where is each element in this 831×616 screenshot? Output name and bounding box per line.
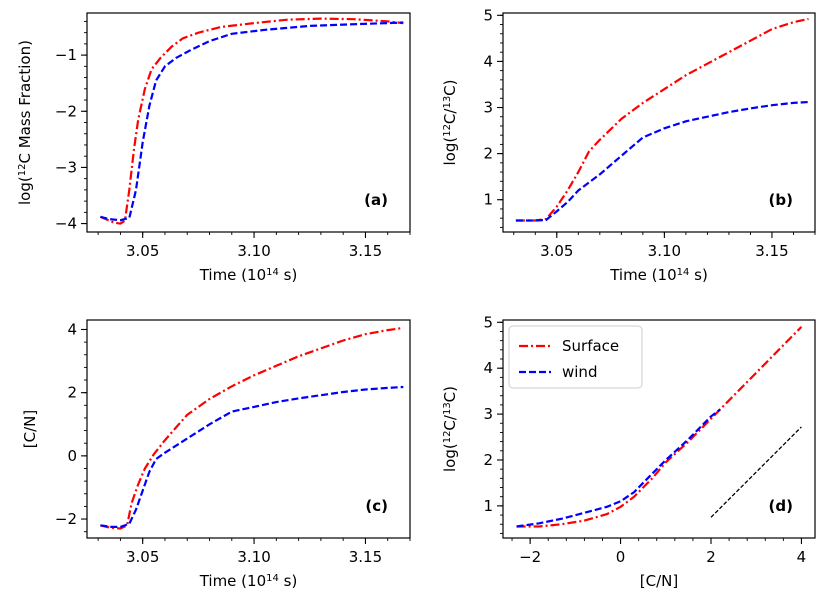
series-line-reference-d	[710, 426, 802, 518]
legend: Surface wind	[508, 325, 643, 389]
y-tick-label-a: −4	[55, 215, 77, 233]
panel-d: −2 0 2 4 1 2 3 4 5 [C/N] log(12C/13C) (d) Surface win…	[441, 313, 816, 590]
series-line-wind-a	[100, 21, 404, 222]
panel-tag-c: (c)	[365, 497, 388, 515]
y-tick-label-a: −2	[55, 102, 77, 120]
y-axis-title-b: log(12C/13C)	[441, 79, 459, 165]
x-tick-label-d: −2	[519, 548, 541, 566]
y-tick-label-b: 1	[483, 191, 493, 209]
y-tick-label-c: 0	[67, 447, 77, 465]
y-tick-label-b: 2	[483, 145, 493, 163]
y-axis-title-d: log(12C/13C)	[441, 386, 459, 472]
series-line-wind-d	[516, 408, 721, 528]
y-tick-label-a: −1	[55, 46, 77, 64]
y-tick-label-b: 5	[483, 6, 493, 24]
axes-frame-b	[502, 12, 816, 233]
x-tick-label-c: 3.15	[349, 548, 382, 566]
y-tick-label-c: −2	[55, 510, 77, 528]
axes-frame-d	[502, 319, 816, 539]
axes-frame-a	[86, 12, 411, 233]
y-tick-label-c: 4	[67, 320, 77, 338]
y-tick-label-b: 4	[483, 52, 493, 70]
series-line-surface-c	[100, 326, 404, 530]
panel-c: 3.05 3.10 3.15 −2 0 2 4 Time (1014 s) [C/N] (c)	[21, 319, 411, 590]
x-tick-label-a: 3.05	[126, 242, 159, 260]
panel-b: 3.05 3.10 3.15 1 2 3 4 5 Time (1014 s) log(12C/13…	[441, 6, 816, 284]
y-tick-label-d: 2	[483, 451, 493, 469]
y-tick-label-d: 1	[483, 497, 493, 515]
y-axis-title-c: [C/N]	[21, 410, 39, 448]
y-tick-label-a: −3	[55, 158, 77, 176]
y-tick-label-d: 4	[483, 359, 493, 377]
y-axis-title-a: log(12C Mass Fraction)	[16, 40, 34, 205]
x-axis-title-c: Time (1014 s)	[199, 572, 298, 590]
x-tick-label-b: 3.15	[755, 242, 788, 260]
y-tick-label-c: 2	[67, 384, 77, 402]
x-axis-title-a: Time (1014 s)	[199, 266, 298, 284]
panel-a: 3.05 3.10 3.15 −4 −3 −2 −1 Time (1014 s) log(12C…	[16, 12, 411, 284]
axes-frame-c	[86, 319, 411, 539]
x-tick-label-d: 2	[706, 548, 716, 566]
x-tick-label-a: 3.10	[237, 242, 270, 260]
panel-tag-b: (b)	[769, 191, 793, 209]
x-tick-label-a: 3.15	[349, 242, 382, 260]
y-tick-label-b: 3	[483, 99, 493, 117]
legend-label-wind: wind	[562, 363, 597, 381]
x-axis-title-b: Time (1014 s)	[609, 266, 708, 284]
x-tick-label-b: 3.10	[648, 242, 681, 260]
x-tick-label-d: 4	[797, 548, 807, 566]
legend-label-surface: Surface	[562, 337, 619, 355]
x-tick-label-c: 3.10	[237, 548, 270, 566]
x-tick-label-c: 3.05	[126, 548, 159, 566]
x-tick-label-d: 0	[616, 548, 626, 566]
series-line-wind-b	[515, 100, 809, 222]
x-tick-label-b: 3.05	[540, 242, 573, 260]
series-line-surface-d	[516, 326, 803, 528]
series-line-surface-b	[515, 17, 809, 222]
y-tick-label-d: 3	[483, 405, 493, 423]
x-axis-title-d: [C/N]	[640, 572, 678, 590]
series-line-wind-c	[100, 385, 404, 529]
y-tick-label-d: 5	[483, 313, 493, 331]
panel-tag-a: (a)	[364, 191, 388, 209]
series-line-surface-a	[99, 17, 404, 225]
panel-tag-d: (d)	[769, 497, 793, 515]
